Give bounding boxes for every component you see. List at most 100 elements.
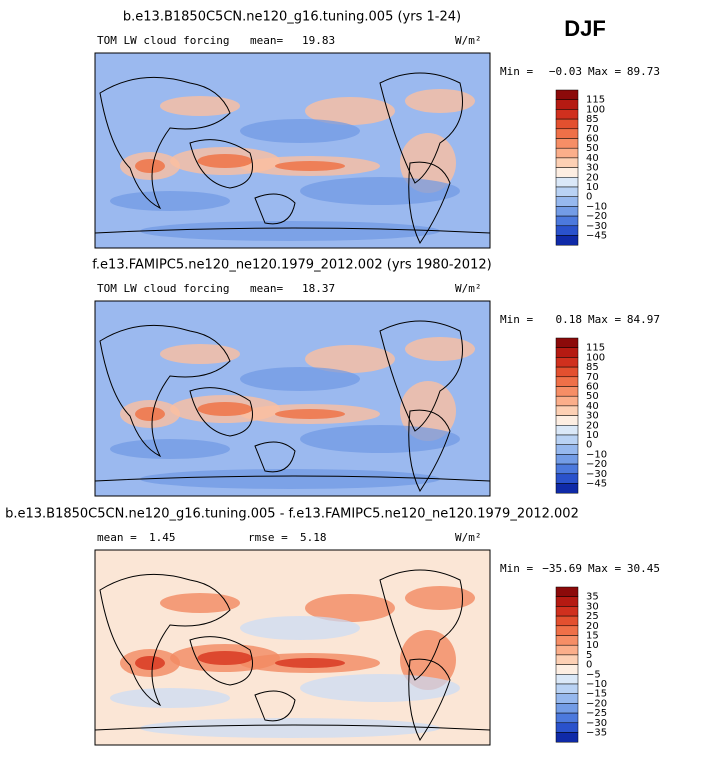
colorbar-label: −30 (586, 221, 607, 232)
colorbar-swatch (555, 664, 579, 675)
colorbar-label: −5 (586, 669, 601, 680)
colorbar-label: 50 (586, 391, 599, 402)
colorbar-swatch (555, 337, 579, 348)
field-cool (300, 177, 460, 205)
colorbar-swatch (555, 347, 579, 358)
colorbar-label: 30 (586, 411, 599, 422)
colorbar-swatch (555, 99, 579, 110)
field-warm (160, 593, 240, 613)
colorbar-label: 40 (586, 401, 599, 412)
colorbar-swatch (555, 118, 579, 130)
stat-label: mean= (250, 34, 283, 47)
coastline (254, 193, 296, 225)
field-warm (160, 96, 240, 116)
units: W/m² (455, 531, 482, 544)
colorbar-swatch (555, 712, 579, 724)
colorbar-swatch (555, 674, 579, 685)
colorbar-label: −30 (586, 718, 607, 729)
field-hot (275, 658, 345, 668)
panel-title: f.e13.FAMIPC5.ne120_ne120.1979_2012.002 … (92, 258, 491, 273)
colorbar-swatch (555, 473, 579, 484)
min-value: −35.69 (542, 562, 582, 575)
coastline (189, 387, 253, 437)
coastline (254, 690, 296, 722)
field-warm (405, 337, 475, 361)
colorbar-swatch (555, 109, 579, 120)
colorbar-swatch (555, 615, 579, 627)
colorbar-label: −10 (586, 679, 607, 690)
stat-value: 1.45 (149, 531, 176, 544)
colorbar-swatch (555, 415, 579, 426)
colorbar-label: 30 (586, 163, 599, 174)
colorbar-label: −10 (586, 449, 607, 460)
colorbar-label: −15 (586, 689, 607, 700)
colorbar-label: −35 (586, 728, 607, 739)
colorbar-label: −30 (586, 469, 607, 480)
colorbar-label: 10 (586, 430, 599, 441)
colorbar-label: −20 (586, 211, 607, 222)
colorbar-label: 35 (586, 592, 599, 603)
map-field (110, 89, 475, 241)
min-label: Min = (500, 313, 533, 326)
stat-label: mean= (250, 282, 283, 295)
max-label: Max = (588, 562, 621, 575)
field-cool (240, 616, 360, 640)
colorbar-label: 100 (586, 104, 605, 115)
field-warm (305, 97, 395, 125)
stat-label: mean = (97, 531, 137, 544)
colorbar-label: 10 (586, 182, 599, 193)
colorbar-swatch (555, 444, 579, 455)
coastline (189, 139, 253, 189)
colorbar-swatch (555, 357, 579, 368)
field-hot (275, 161, 345, 171)
colorbar-swatch (555, 225, 579, 236)
colorbar-label: 70 (586, 124, 599, 135)
coastline (408, 658, 451, 741)
colorbar-label: 70 (586, 372, 599, 383)
colorbar-swatch (555, 625, 579, 636)
colorbar-label: −10 (586, 201, 607, 212)
coastline (99, 76, 231, 210)
colorbar-swatch (555, 693, 579, 704)
min-label: Min = (500, 562, 533, 575)
colorbar-swatch (555, 206, 579, 217)
colorbar-swatch (555, 395, 579, 407)
field-cool (240, 119, 360, 143)
colorbar-swatch (555, 654, 579, 665)
field-hot (135, 159, 165, 173)
field-cool (110, 688, 230, 708)
field-hot (197, 402, 253, 416)
colorbar-label: 100 (586, 352, 605, 363)
field-cool (140, 469, 440, 489)
coastline (99, 324, 231, 458)
colorbar-label: 40 (586, 153, 599, 164)
coastline (94, 227, 491, 234)
colorbar-swatch (555, 454, 579, 465)
field-cool (110, 191, 230, 211)
coastline (408, 161, 451, 244)
colorbar-swatch (555, 89, 579, 100)
field-cool (240, 367, 360, 391)
stat-label: TOM LW cloud forcing (97, 282, 229, 295)
colorbar-swatch (555, 177, 579, 188)
stat-label: TOM LW cloud forcing (97, 34, 229, 47)
colorbar-label: 30 (586, 601, 599, 612)
coastline (94, 724, 491, 731)
coastline (379, 320, 463, 432)
units: W/m² (455, 282, 482, 295)
colorbar-label: 20 (586, 172, 599, 183)
colorbar-swatch (555, 186, 579, 197)
colorbar-swatch (555, 644, 579, 656)
colorbar-label: 85 (586, 362, 599, 373)
colorbar-swatch (555, 463, 579, 475)
colorbar-label: −45 (586, 479, 607, 490)
colorbar-label: −20 (586, 698, 607, 709)
colorbar-swatch (555, 157, 579, 168)
colorbar-swatch (555, 386, 579, 397)
colorbar-label: 15 (586, 631, 599, 642)
colorbar-label: −20 (586, 459, 607, 470)
field-cool (140, 221, 440, 241)
colorbar-swatch (555, 376, 579, 387)
field-warm (405, 89, 475, 113)
colorbar-swatch (555, 483, 579, 494)
